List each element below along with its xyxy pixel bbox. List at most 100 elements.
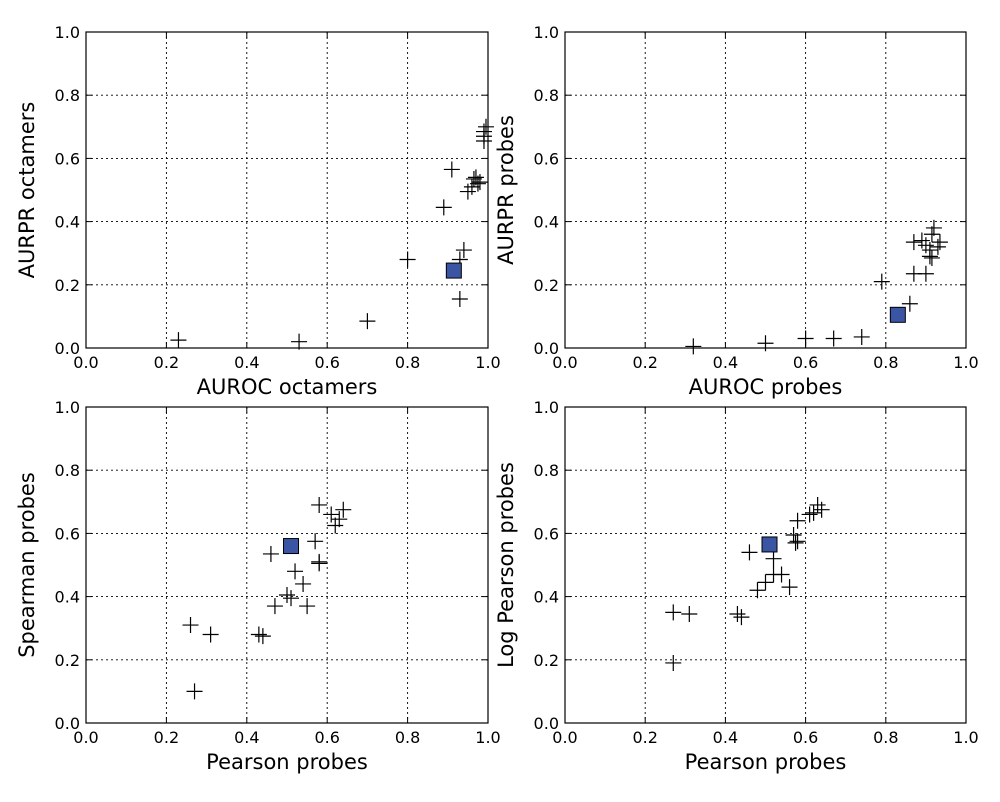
data-point [182, 617, 199, 634]
data-point [733, 609, 750, 626]
data-point [323, 506, 340, 523]
data-point [931, 234, 948, 251]
data-point [781, 579, 798, 596]
y-tick-label: 1.0 [534, 23, 559, 42]
highlight-point [445, 262, 462, 279]
data-point [327, 517, 344, 534]
y-tick-label: 0.4 [534, 213, 559, 232]
x-tick-label: 0.8 [873, 353, 898, 372]
x-tick-label: 0.0 [73, 353, 98, 372]
x-tick-label: 0.8 [395, 353, 420, 372]
x-tick-label: 0.2 [632, 353, 657, 372]
data-point [359, 313, 376, 330]
x-tick-label: 0.0 [552, 728, 577, 747]
data-point [905, 234, 922, 251]
x-tick-label: 0.6 [793, 728, 818, 747]
chart-panel-2: 0.0 0.2 0.4 0.6 0.8 1.0 0.0 0.2 0.4 0.6 0.8 1.0 AURO… [494, 23, 979, 399]
data-point [765, 550, 782, 567]
x-tick-label: 0.4 [713, 353, 738, 372]
data-point [254, 628, 271, 645]
y-tick-label: 1.0 [55, 23, 80, 42]
y-axis-label: Log Pearson probes [494, 462, 518, 668]
data-point [921, 242, 938, 259]
data-point [471, 174, 488, 191]
y-tick-label: 0.8 [534, 86, 559, 105]
x-tick-label: 0.4 [234, 353, 259, 372]
data-point [202, 626, 219, 643]
data-point [170, 332, 187, 349]
y-tick-label: 0.0 [55, 339, 80, 358]
y-tick-label: 0.8 [55, 86, 80, 105]
y-tick-label: 0.2 [55, 276, 80, 295]
data-point [665, 654, 682, 671]
data-point [307, 533, 324, 550]
x-tick-label: 0.2 [632, 728, 657, 747]
y-tick-label: 0.6 [534, 149, 559, 168]
data-point [797, 330, 814, 347]
x-tick-label: 1.0 [475, 728, 500, 747]
x-axis-label: AUROC octamers [197, 375, 378, 399]
y-tick-label: 0.4 [55, 213, 80, 232]
data-point [291, 333, 308, 350]
data-point [741, 544, 758, 561]
data-point [443, 161, 460, 178]
data-point [913, 232, 930, 249]
x-axis-label: Pearson probes [206, 750, 368, 774]
y-tick-label: 0.2 [55, 651, 80, 670]
y-axis-label: AURPR octamers [15, 102, 39, 279]
y-tick-label: 0.2 [534, 276, 559, 295]
data-point [853, 328, 870, 345]
chart-panel-3: 0.0 0.2 0.4 0.6 0.8 1.0 0.0 0.2 0.4 0.6 0.8 1.0 Pear… [15, 398, 501, 774]
data-point [279, 587, 295, 604]
chart-panel-4: 0.0 0.2 0.4 0.6 0.8 1.0 0.0 0.2 0.4 0.6 0.8 1.0 Pear… [494, 398, 979, 774]
x-tick-label: 0.2 [154, 353, 179, 372]
x-tick-label: 1.0 [475, 353, 500, 372]
data-point [787, 534, 804, 551]
data-point [266, 598, 283, 615]
data-point [295, 575, 312, 592]
x-axis-label: Pearson probes [685, 750, 847, 774]
x-tick-label: 0.6 [314, 353, 339, 372]
data-point [757, 335, 774, 352]
y-tick-label: 0.8 [55, 461, 80, 480]
highlight-point [283, 538, 300, 555]
data-point [435, 199, 452, 216]
data-point [685, 338, 702, 355]
data-point [287, 563, 304, 580]
y-axis-label: Spearman probes [15, 472, 39, 658]
data-point [455, 242, 472, 259]
y-tick-label: 0.6 [55, 149, 80, 168]
x-axis-label: AUROC probes [689, 375, 843, 399]
y-tick-label: 0.2 [534, 651, 559, 670]
data-point [451, 291, 468, 308]
data-point [681, 605, 698, 622]
data-point [262, 545, 279, 562]
data-point [773, 566, 790, 583]
data-point [925, 219, 942, 236]
data-point [665, 604, 682, 621]
data-point [801, 506, 818, 523]
data-point [299, 598, 316, 615]
data-point [825, 330, 842, 347]
data-point [475, 123, 492, 140]
data-point [469, 175, 486, 192]
y-tick-label: 0.4 [534, 588, 559, 607]
data-point [399, 251, 416, 268]
x-tick-label: 0.0 [73, 728, 98, 747]
data-point [809, 496, 826, 513]
y-tick-label: 0.6 [55, 524, 80, 543]
data-point [283, 590, 300, 607]
x-tick-label: 0.2 [154, 728, 179, 747]
plot-frame [564, 31, 967, 349]
data-point [250, 626, 267, 643]
x-tick-label: 0.6 [314, 728, 339, 747]
data-point [186, 683, 203, 700]
highlight-point [761, 536, 778, 553]
x-tick-label: 0.8 [873, 728, 898, 747]
data-point [757, 574, 774, 591]
y-tick-label: 1.0 [534, 398, 559, 417]
y-tick-label: 0.6 [534, 524, 559, 543]
x-tick-label: 1.0 [953, 353, 978, 372]
data-point [923, 226, 940, 243]
